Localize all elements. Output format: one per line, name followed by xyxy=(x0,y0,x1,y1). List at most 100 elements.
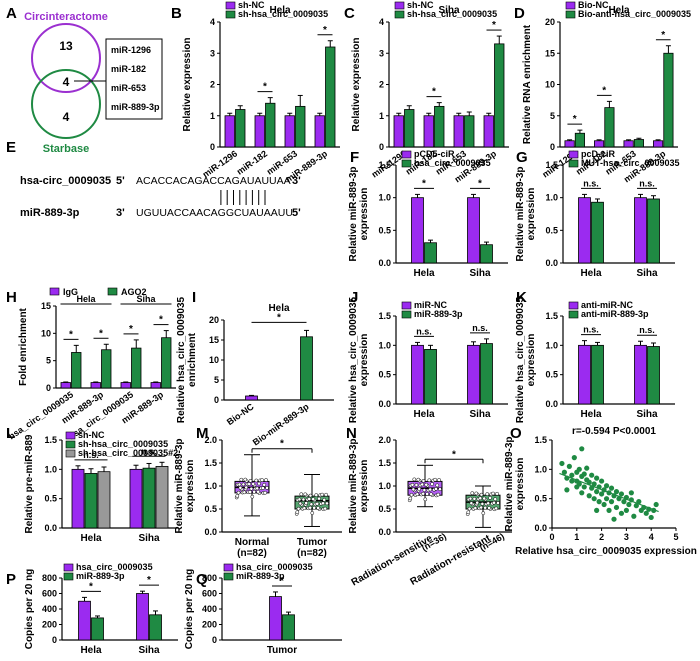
box-point xyxy=(255,486,260,491)
box-point xyxy=(301,497,306,502)
legend-label: miR-889-3p xyxy=(236,571,285,581)
scatter-point xyxy=(581,471,587,477)
box-point xyxy=(485,492,490,496)
y-tick-label: 1.5 xyxy=(378,160,391,170)
y-tick-label: 0.0 xyxy=(44,523,57,533)
legend-swatch xyxy=(65,449,76,458)
legend-label: miR-889-3p xyxy=(76,571,125,581)
legend-label: miR-NC xyxy=(414,300,447,310)
scatter-point xyxy=(561,469,568,475)
legend-swatch xyxy=(401,159,412,168)
y-tick-label: 0.5 xyxy=(545,370,558,380)
bar xyxy=(453,115,464,148)
legend-swatch xyxy=(394,10,405,19)
x-tick-label: Tumor xyxy=(267,645,297,656)
bar xyxy=(404,109,415,148)
bar xyxy=(325,46,336,148)
group-title: Siha xyxy=(136,294,156,304)
rna2-5prime: 5' xyxy=(292,207,301,219)
n-label: (n=36) xyxy=(420,531,448,553)
scatter-point xyxy=(589,472,595,478)
box-point xyxy=(249,486,254,491)
box-point xyxy=(236,490,241,495)
box-point xyxy=(304,501,309,505)
y-axis-label: Relative pre-miR-889 xyxy=(24,434,35,533)
scatter-point xyxy=(591,496,597,502)
y-axis-label: Relative miR-889-3p xyxy=(348,438,359,533)
legend-swatch xyxy=(65,440,76,449)
y-tick-label: 0.5 xyxy=(378,370,391,380)
legend-swatch xyxy=(401,301,412,310)
box-point xyxy=(409,493,414,497)
scatter-point xyxy=(559,460,565,467)
bar xyxy=(97,471,111,529)
legend-label: anti-miR-NC xyxy=(581,300,633,310)
box-point xyxy=(478,496,483,501)
rna1-3prime: 3' xyxy=(292,175,301,187)
box-point xyxy=(430,482,434,486)
legend-label: sh-NC xyxy=(78,430,105,440)
panel-K-chart: K 0.0 0.5 1.0 1.5 Relative hsa_circ_0009035 ex… xyxy=(515,289,675,423)
scatter-point xyxy=(594,475,600,481)
x-tick-label: Siha xyxy=(138,533,160,544)
legend-swatch xyxy=(63,572,74,581)
box-point xyxy=(414,483,419,487)
y-tick-label: 0 xyxy=(550,142,555,152)
y-tick-label: 5 xyxy=(46,356,51,366)
scatter-point xyxy=(599,491,605,497)
bar xyxy=(155,465,169,529)
legend-label: sh-NC xyxy=(238,0,265,10)
scatter-point xyxy=(613,504,620,511)
significance-label: n.s. xyxy=(472,323,488,333)
bar xyxy=(120,382,131,389)
y-tick-label: 1 xyxy=(379,111,384,121)
box-point xyxy=(299,492,304,497)
bar xyxy=(423,115,434,148)
bar xyxy=(314,115,325,148)
box-point xyxy=(235,494,240,498)
significance-label: n.s. xyxy=(141,446,157,456)
y-axis-label: Fold enrichment xyxy=(18,307,29,385)
legend-swatch xyxy=(568,159,579,168)
rna2-name: miR-889-3p xyxy=(20,207,80,219)
bar xyxy=(483,115,494,148)
box-point xyxy=(248,478,253,483)
y-axis-label: Relative RNA enrichment xyxy=(522,24,533,144)
box-point xyxy=(410,482,415,487)
y-tick-label: 1.0 xyxy=(545,193,558,203)
scatter-point xyxy=(611,516,617,522)
scatter-point xyxy=(603,483,610,489)
bar xyxy=(149,614,162,641)
legend-swatch xyxy=(225,10,236,19)
scatter-point xyxy=(586,479,592,485)
box-point xyxy=(323,506,328,511)
mirna-list-item: miR-889-3p xyxy=(111,102,160,112)
x-tick-label: 4 xyxy=(649,532,654,542)
significance-label: * xyxy=(452,449,456,460)
box-point xyxy=(243,477,248,482)
bar xyxy=(647,198,660,264)
box-point xyxy=(468,496,473,501)
box-point xyxy=(244,485,249,490)
venn-top-label: Circinteractome xyxy=(24,11,108,23)
y-tick-label: 1.0 xyxy=(378,340,391,350)
y-tick-label: 0 xyxy=(212,635,217,645)
box-point xyxy=(494,506,499,511)
y-tick-label: 0.5 xyxy=(545,225,558,235)
bar xyxy=(480,244,493,264)
y-tick-label: 1.5 xyxy=(44,435,57,445)
box-point xyxy=(488,496,492,500)
scatter-point xyxy=(566,463,572,469)
bar xyxy=(594,140,605,148)
x-tick-label: Siha xyxy=(138,645,160,656)
y-tick-label: 0.5 xyxy=(44,494,57,504)
bar xyxy=(634,344,647,405)
panel-label-F: F xyxy=(350,149,359,166)
box-point xyxy=(321,501,325,506)
y-tick-label: 0 xyxy=(46,383,51,393)
panel-label-B: B xyxy=(171,5,182,22)
bar xyxy=(300,336,313,401)
x-tick-label: miR-182 xyxy=(235,148,269,176)
y-tick-label: 0.0 xyxy=(545,399,558,409)
y-tick-label: 10 xyxy=(41,328,51,338)
